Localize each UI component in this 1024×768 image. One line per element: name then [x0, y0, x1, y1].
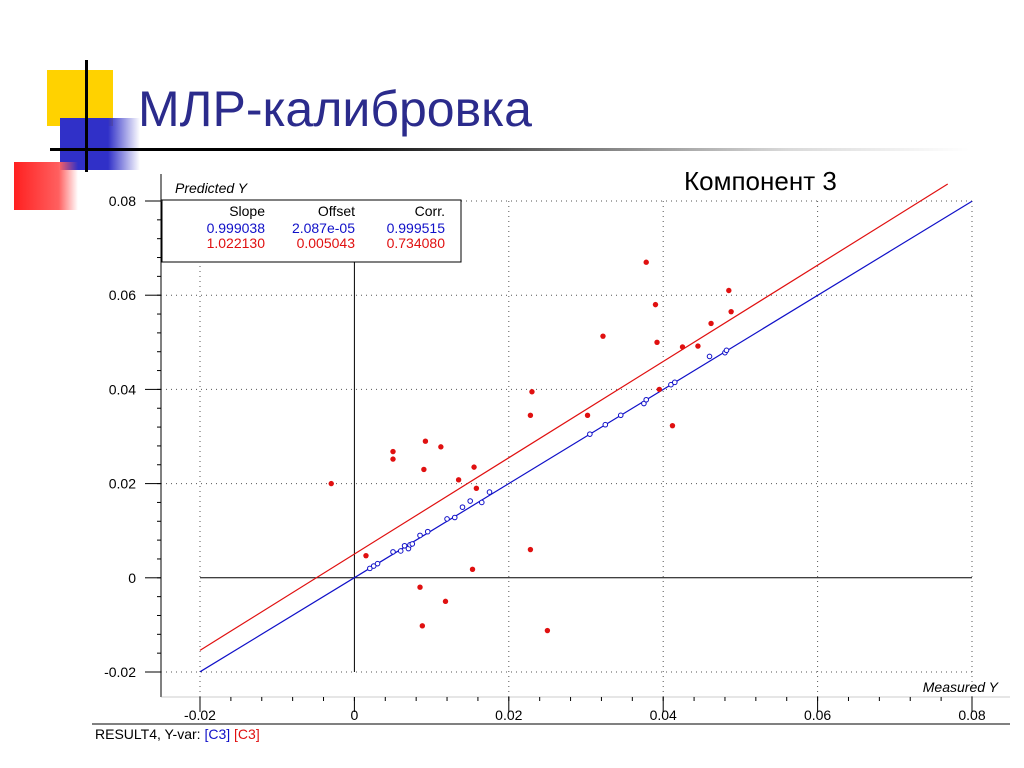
- y-tick-label: 0.04: [109, 381, 136, 397]
- calibration-point: [401, 542, 408, 549]
- x-tick-label: 0.06: [804, 707, 831, 723]
- validation-stat-value: 1.022130: [207, 235, 266, 251]
- y-tick-label: 0: [128, 570, 136, 586]
- validation-point: [417, 584, 423, 590]
- stats-header: Slope: [229, 203, 265, 219]
- validation-point: [728, 308, 734, 315]
- calibration-point: [409, 541, 416, 547]
- x-tick-label: 0.02: [495, 707, 522, 723]
- calibration-point: [417, 532, 423, 539]
- validation-point: [726, 287, 732, 294]
- slide-title: МЛР-калибровка: [138, 81, 532, 137]
- calibration-point: [444, 516, 450, 522]
- deco-horizontal-line: [50, 148, 970, 151]
- validation-point: [527, 546, 534, 553]
- deco-yellow-square: [47, 70, 113, 126]
- validation-point: [473, 485, 480, 492]
- calibration-point: [424, 528, 431, 535]
- validation-point: [679, 344, 686, 350]
- validation-stat-value: 0.734080: [387, 235, 446, 251]
- calibration-point: [643, 396, 650, 403]
- validation-point: [471, 464, 477, 470]
- validation-point: [669, 422, 676, 429]
- validation-point: [529, 389, 535, 395]
- validation-point: [654, 339, 660, 345]
- deco-red-square: [14, 162, 78, 210]
- calibration-point: [478, 499, 485, 506]
- calibration-point: [617, 412, 624, 419]
- x-tick-label: 0.08: [958, 707, 985, 723]
- validation-point: [643, 259, 649, 265]
- y-tick-label: 0.02: [109, 476, 136, 492]
- validation-point: [422, 438, 429, 444]
- result-footer: RESULT4, Y-var: [C3] [C3]: [95, 726, 260, 742]
- validation-point: [363, 552, 369, 559]
- deco-blue-square: [60, 118, 140, 170]
- y-tick-label: 0.08: [109, 193, 136, 209]
- deco-vertical-line: [85, 60, 88, 172]
- validation-stat-value: 0.005043: [297, 235, 356, 251]
- calibration-point: [706, 353, 713, 360]
- validation-point: [544, 627, 551, 634]
- validation-point: [695, 343, 701, 349]
- calibration-stat-value: 0.999515: [387, 220, 446, 236]
- calibration-point: [451, 514, 458, 521]
- validation-regression-line: [199, 183, 949, 651]
- x-axis-title: Measured Y: [923, 679, 1000, 695]
- validation-point: [584, 412, 591, 419]
- validation-point: [419, 623, 426, 629]
- calibration-point: [486, 489, 493, 495]
- calibration-stat-value: 2.087e-05: [292, 220, 355, 236]
- calibration-point: [587, 431, 593, 437]
- calibration-point: [370, 563, 377, 569]
- footer-prefix: RESULT4, Y-var:: [95, 726, 205, 742]
- validation-point: [600, 333, 606, 339]
- validation-point: [455, 477, 462, 483]
- validation-point: [469, 566, 476, 573]
- validation-point: [328, 480, 334, 487]
- calibration-regression-line: [199, 200, 973, 673]
- calibration-point: [397, 548, 404, 554]
- calibration-point: [390, 549, 396, 555]
- y-tick-label: 0.06: [109, 287, 136, 303]
- validation-point: [656, 386, 663, 393]
- validation-point: [390, 456, 396, 462]
- calibration-point: [459, 504, 466, 510]
- validation-point: [652, 301, 659, 308]
- calibration-point: [374, 560, 381, 567]
- footer-var-validation[interactable]: [C3]: [234, 726, 260, 742]
- calibration-point: [668, 381, 674, 388]
- x-tick-label: 0: [351, 707, 359, 723]
- stats-box: [161, 199, 462, 263]
- validation-point: [527, 412, 534, 419]
- validation-point: [390, 448, 396, 455]
- calibration-point: [671, 379, 678, 386]
- calibration-point: [723, 347, 730, 354]
- x-tick-label: -0.02: [184, 707, 216, 723]
- validation-point: [438, 444, 444, 450]
- calibration-stat-value: 0.999038: [207, 220, 266, 236]
- y-axis-title: Predicted Y: [175, 180, 249, 196]
- component-label: Компонент 3: [684, 166, 837, 196]
- stats-header: Offset: [318, 203, 355, 219]
- stats-header: Corr.: [415, 203, 445, 219]
- y-tick-label: -0.02: [104, 664, 136, 680]
- x-tick-label: 0.04: [650, 707, 677, 723]
- footer-var-calibration[interactable]: [C3]: [204, 726, 231, 742]
- validation-point: [442, 598, 449, 605]
- calibration-point: [467, 498, 474, 504]
- validation-point: [421, 466, 427, 473]
- validation-point: [708, 320, 714, 327]
- calibration-point: [367, 565, 373, 572]
- calibration-point: [602, 421, 609, 428]
